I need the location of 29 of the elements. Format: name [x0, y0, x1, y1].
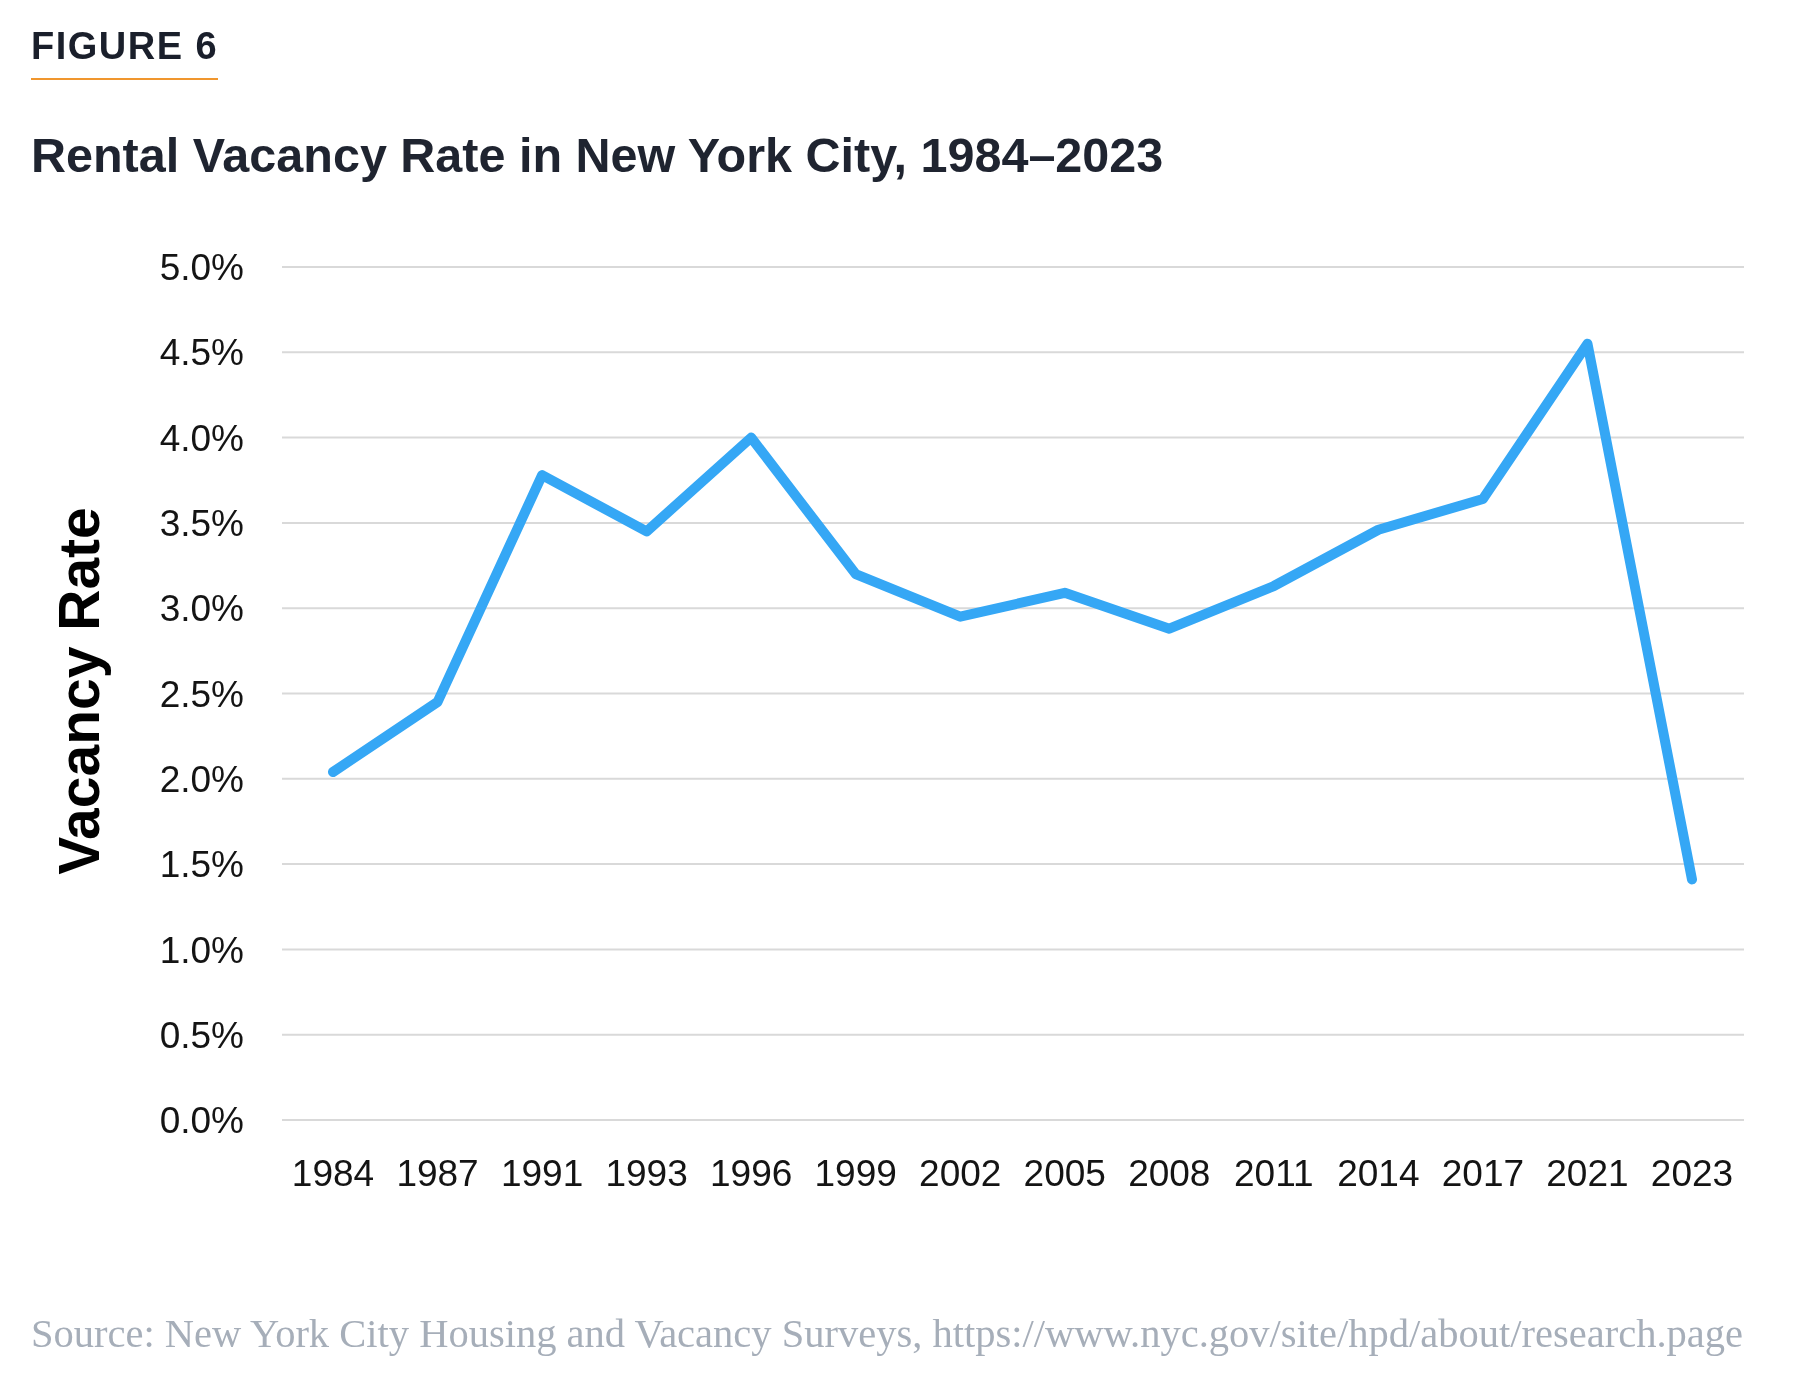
y-tick-label: 2.0%: [159, 758, 244, 800]
x-tick-label: 1993: [605, 1153, 688, 1195]
source-note: Source: New York City Housing and Vacancy Surveys, https://www.nyc.gov/site/hpd/about/research.page: [31, 1311, 1743, 1356]
y-tick-label: 4.0%: [159, 417, 244, 459]
x-tick-label: 2002: [919, 1153, 1002, 1195]
y-axis-title: Vacancy Rate: [46, 507, 111, 875]
y-tick-label: 0.5%: [159, 1014, 244, 1056]
x-tick-label: 2023: [1650, 1153, 1734, 1195]
x-tick-label: 2008: [1128, 1153, 1211, 1195]
x-tick-label: 1999: [814, 1153, 897, 1195]
x-tick-label: 2021: [1546, 1153, 1629, 1195]
x-tick-label: 2017: [1441, 1153, 1525, 1195]
x-tick-label: 1991: [500, 1153, 584, 1195]
y-tick-label: 1.5%: [159, 844, 244, 886]
x-tick-label: 2014: [1337, 1153, 1420, 1195]
x-tick-label: 1984: [291, 1153, 375, 1195]
x-tick-label: 1987: [396, 1153, 479, 1195]
chart-title: Rental Vacancy Rate in New York City, 1984–2023: [31, 128, 1164, 182]
y-tick-label: 3.0%: [159, 588, 244, 630]
y-tick-label: 3.5%: [159, 503, 244, 545]
y-tick-label: 2.5%: [159, 673, 244, 715]
y-tick-label: 1.0%: [159, 929, 244, 971]
y-tick-label: 4.5%: [159, 332, 244, 374]
x-tick-label: 2005: [1023, 1153, 1106, 1195]
x-tick-label: 2011: [1234, 1153, 1314, 1195]
y-tick-label: 5.0%: [159, 247, 244, 289]
x-tick-label: 1996: [710, 1153, 793, 1195]
caption: FIGURE 6: [31, 25, 219, 67]
y-tick-label: 0.0%: [159, 1100, 244, 1142]
